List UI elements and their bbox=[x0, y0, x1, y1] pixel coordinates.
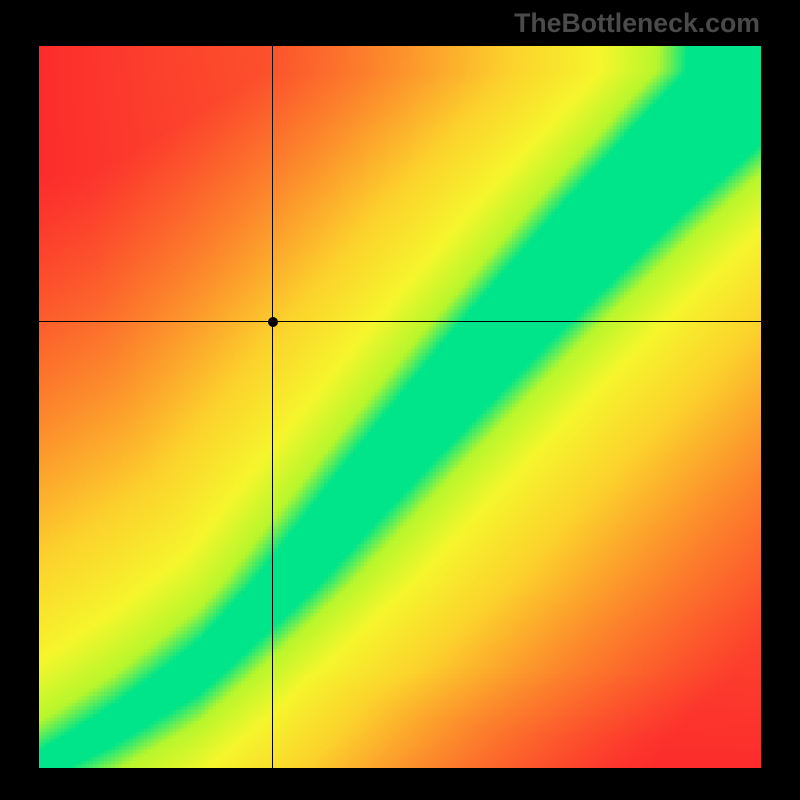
crosshair-horizontal bbox=[39, 321, 761, 322]
figure-container: TheBottleneck.com bbox=[0, 0, 800, 800]
watermark-text: TheBottleneck.com bbox=[514, 8, 760, 39]
bottleneck-heatmap bbox=[39, 46, 761, 768]
crosshair-marker bbox=[268, 317, 278, 327]
crosshair-vertical bbox=[272, 46, 273, 768]
